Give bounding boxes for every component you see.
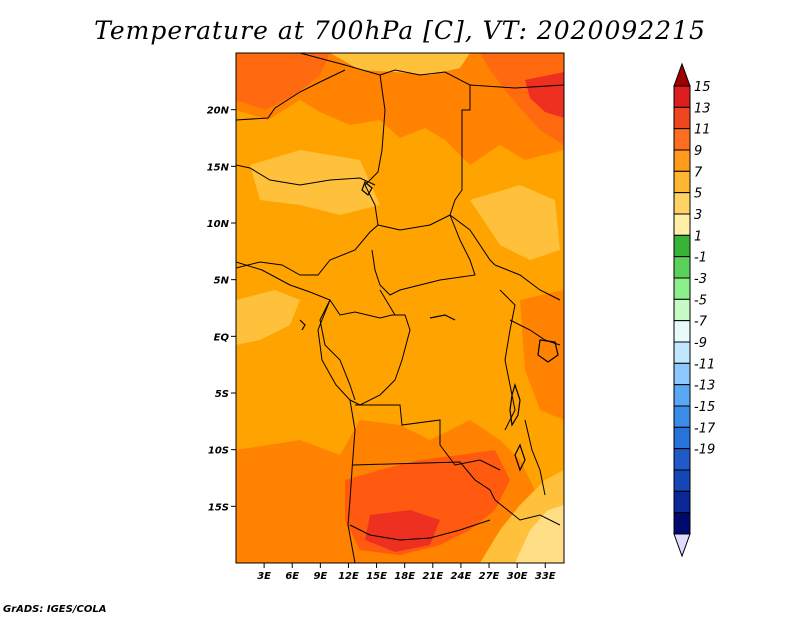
lon-tick-label: 15E [366,571,387,582]
lon-tick-label: 33E [535,571,556,582]
grads-credit: GrADS: IGES/COLA [3,604,107,615]
colorbar-top-arrow [673,62,691,87]
colorbar-segment [673,341,691,364]
colorbar-segment [673,277,691,300]
colorbar-segment [673,469,691,492]
temperature-field [236,53,564,563]
country-boundaries [236,53,564,563]
lakes [299,180,559,472]
lon-tick-label: 27E [479,571,500,582]
field-ethiopia-light [470,185,560,260]
lat-tick-label: 10N [207,219,230,230]
lon-tick-label: 9E [313,571,327,582]
lat-tick-label: 15S [208,502,229,513]
lon-tick-label: 12E [338,571,359,582]
colorbar-label: 9 [694,144,702,159]
colorbar-segment [673,426,691,450]
colorbar-label: -9 [694,336,707,351]
colorbar-segment [673,384,691,407]
lon-tick-label: 18E [394,571,415,582]
lat-tick-label: 5S [215,389,229,400]
field-south-red [365,510,440,552]
field-north-warm [236,53,564,165]
colorbar-label: -17 [694,421,716,436]
colorbar-label: 7 [694,165,703,180]
lon-tick-label: 6E [285,571,299,582]
colorbar-label: 1 [694,229,702,244]
colorbar-label: -11 [694,357,715,372]
colorbar-label: 5 [694,187,702,202]
colorbar: 15 13 11 9 7 5 3 1 -1 -3 -5 -7 -9 -11 -13 -15 -17 -19 [673,62,716,558]
lat-tick-label: 15N [207,162,230,173]
colorbar-segment [673,149,691,172]
colorbar-segment [673,234,691,258]
colorbar-segment [673,128,691,151]
colorbar-label: -1 [694,251,707,266]
map-title: Temperature at 700hPa [C], VT: 202009221… [94,16,706,45]
lon-tick-label: 21E [422,571,443,582]
lon-tick-label: 24E [451,571,472,582]
colorbar-segment [673,192,691,215]
colorbar-label: -19 [694,443,715,458]
colorbar-label: 3 [694,208,702,223]
colorbar-segment [673,256,691,279]
colorbar-segment [673,362,691,386]
colorbar-label: -5 [694,293,707,308]
lat-tick-label: 20N [207,106,230,117]
colorbar-segment [673,170,691,194]
colorbar-segment [673,106,691,130]
colorbar-label: -3 [694,272,707,287]
plot-frame [235,52,565,564]
colorbar-label: -7 [694,315,708,330]
field-north-pale [330,53,470,75]
field-gulf-light [236,290,300,345]
colorbar-segment [673,85,691,108]
colorbar-label: 11 [694,123,711,138]
colorbar-label: -13 [694,379,715,394]
colorbar-segment [673,490,691,514]
field-eastcoast-warm [520,290,564,420]
lat-tick-label: 10S [208,446,229,457]
lat-tick-label: EQ [214,332,230,343]
colorbar-segment [673,405,691,428]
latitude-ticks: 20N 15N 10N 5N EQ 5S 10S 15S [207,106,236,513]
colorbar-segment [673,512,691,535]
lat-tick-label: 5N [214,276,230,287]
colorbar-label: 13 [694,101,711,116]
field-southeast-pale [515,505,564,563]
colorbar-segment [673,448,691,471]
colorbar-label: 15 [694,80,711,95]
field-northwest-hot [236,53,330,110]
lon-tick-label: 30E [507,571,528,582]
colorbar-bottom-arrow [673,533,691,558]
field-northeast-hot [480,53,564,145]
colorbar-label: -15 [694,400,715,415]
colorbar-segment [673,320,691,343]
colorbar-segment [673,213,691,236]
colorbar-segment [673,298,691,322]
longitude-ticks: 3E 6E 9E 12E 15E 18E 21E 24E 27E 30E 33E [257,563,556,582]
lon-tick-label: 3E [257,571,271,582]
field-northeast-red [525,72,564,118]
